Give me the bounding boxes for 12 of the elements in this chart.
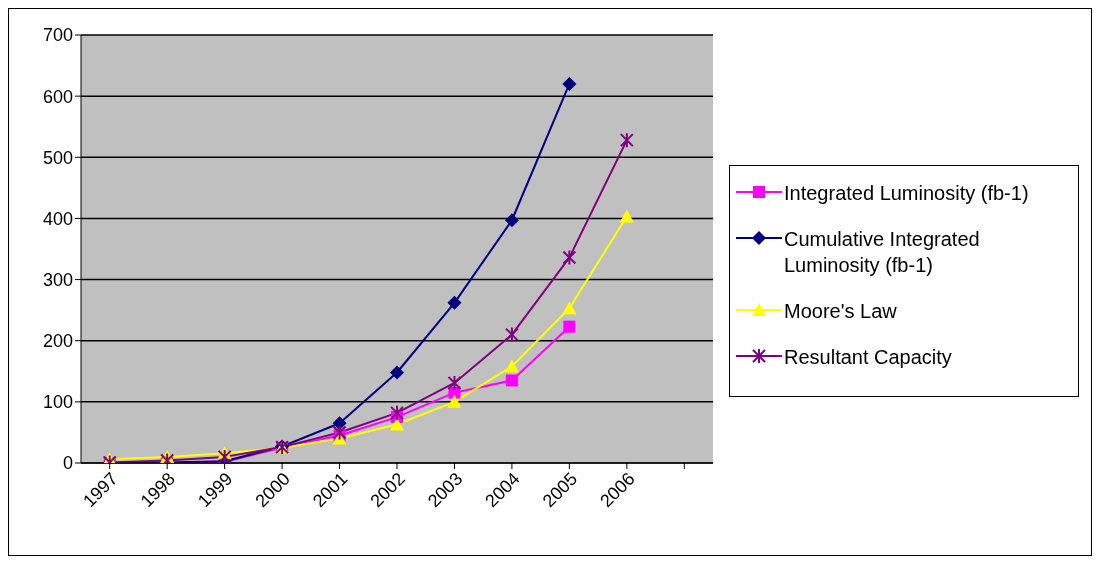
legend-label: Integrated Luminosity (fb-1) bbox=[784, 181, 1029, 206]
legend-label: Moore's Law bbox=[784, 299, 897, 324]
y-tick-label: 300 bbox=[42, 269, 73, 290]
y-tick-label: 500 bbox=[42, 147, 73, 168]
y-tick-label: 100 bbox=[42, 392, 73, 413]
y-tick-label: 0 bbox=[62, 453, 73, 474]
y-tick-label: 700 bbox=[42, 25, 73, 46]
y-tick-label: 200 bbox=[42, 331, 73, 352]
legend-label: Resultant Capacity bbox=[784, 345, 952, 370]
legend-label: Cumulative Integrated Luminosity (fb-1) bbox=[784, 227, 981, 278]
y-tick-label: 600 bbox=[42, 86, 73, 107]
y-tick-label: 400 bbox=[42, 208, 73, 229]
